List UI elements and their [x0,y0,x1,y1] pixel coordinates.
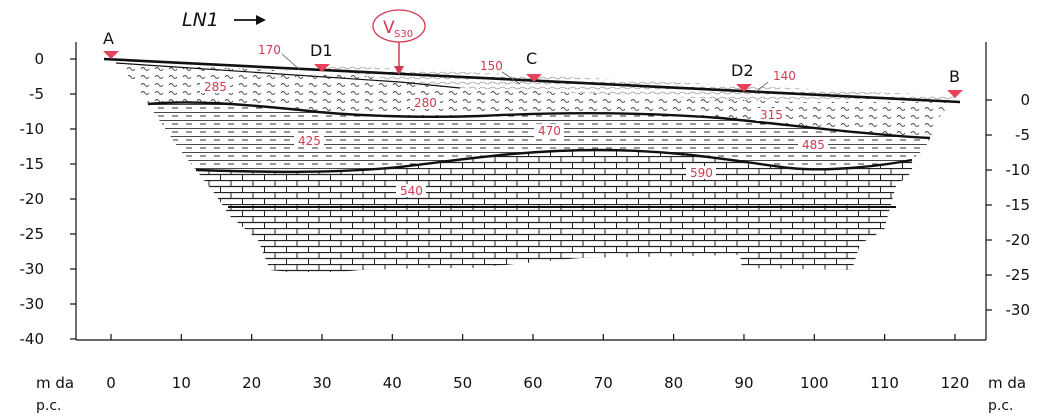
right-tick-label: -5 [1015,126,1030,144]
velocity-280: 280 [414,96,437,110]
x-tick-label: 60 [523,374,542,392]
boundary-clay-top [115,62,461,89]
point-b: B [947,67,963,98]
triangle-marker-icon [736,84,752,92]
velocity-285: 285 [204,80,227,94]
velocity-485: 485 [802,138,825,152]
svg-text:D1: D1 [310,41,333,60]
left-axis: 0 -5 -10 -15 -20 -25 -30 -30 -40 [20,42,77,348]
x-tick-label: 30 [312,374,331,392]
x-axis: 0 10 20 30 40 50 60 70 80 90 100 110 120 [76,334,986,392]
x-tick-label: 90 [734,374,753,392]
vs30-marker: V S30 [372,9,426,75]
point-a: A [103,29,119,59]
svg-text:D2: D2 [731,61,754,80]
x-tick-label: 120 [941,374,970,392]
unit-left-line1: m da [36,374,74,392]
velocity-470: 470 [538,124,561,138]
x-tick-label: 70 [594,374,613,392]
point-c: C [526,49,542,82]
right-tick-label: -15 [1006,196,1031,214]
point-d2: D2 [731,61,754,92]
x-tick-label: 110 [870,374,899,392]
svg-text:A: A [103,29,114,48]
velocity-315: 315 [760,108,783,122]
velocity-590: 590 [690,166,713,180]
x-tick-label: 20 [242,374,261,392]
left-tick-label: -25 [20,225,45,243]
left-tick-label: 0 [34,50,44,68]
left-tick-label: -20 [20,190,45,208]
layer-limestone [196,150,912,272]
x-tick-label: 80 [664,374,683,392]
x-tick-label: 40 [383,374,402,392]
velocity-170: 170 [258,43,281,57]
left-tick-label: -15 [20,155,45,173]
layer-clay [116,63,955,138]
vs30-sub: S30 [394,29,413,40]
x-tick-label: 10 [172,374,191,392]
unit-right-line1: m da [988,374,1026,392]
velocity-150: 150 [480,59,503,73]
triangle-marker-icon [526,74,542,82]
velocity-140: 140 [773,69,796,83]
left-tick-label: -5 [29,85,44,103]
left-tick-label: -40 [20,330,45,348]
right-tick-label: -30 [1006,301,1031,319]
boundary-clay-marl [147,101,931,140]
left-tick-label: -30 [20,295,45,313]
vs30-arrow-icon [394,66,404,75]
svg-text:C: C [526,49,537,68]
unit-right-line2: p.c. [988,398,1013,414]
right-tick-label: 0 [1020,91,1030,109]
triangle-marker-icon [947,90,963,98]
unit-left-line2: p.c. [36,398,61,414]
x-tick-label: 0 [106,374,116,392]
surface-line [103,57,961,104]
triangle-marker-icon [314,64,330,72]
velocity-425: 425 [298,134,321,148]
vs30-main: V [383,18,395,38]
right-tick-label: -25 [1006,266,1031,284]
right-axis: 0 -5 -10 -15 -20 -25 -30 [985,42,1031,340]
profile-title: LN1 [182,9,219,31]
right-tick-label: -10 [1006,161,1031,179]
left-tick-label: -30 [20,260,45,278]
velocity-540: 540 [400,184,423,198]
right-tick-label: -20 [1006,231,1031,249]
left-tick-label: -10 [20,120,45,138]
x-tick-label: 50 [453,374,472,392]
x-tick-label: 100 [800,374,829,392]
svg-text:B: B [949,67,960,86]
triangle-marker-icon [103,51,119,59]
velocity-labels: 170 150 140 285 280 315 425 470 485 540 … [200,43,828,198]
point-d1: D1 [310,41,333,72]
boundary-marl-limestone [195,148,913,174]
direction-arrow-icon [234,15,266,25]
